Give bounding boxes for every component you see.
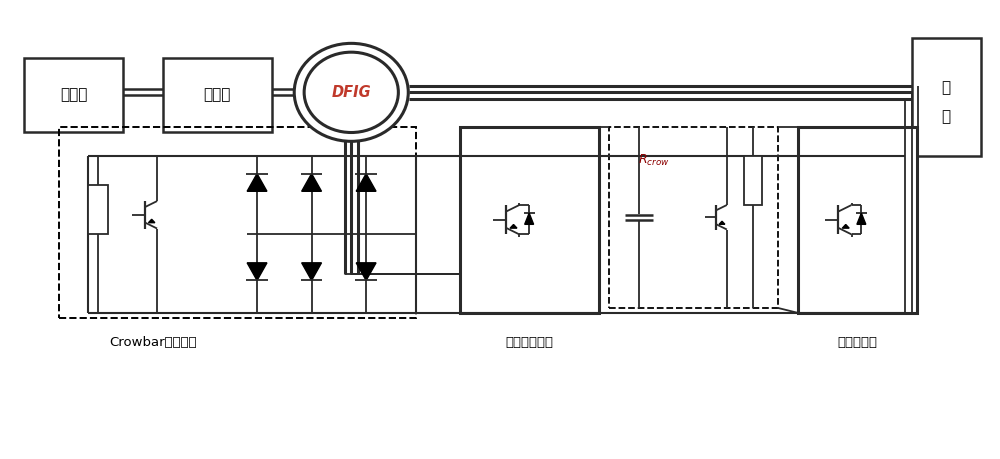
Polygon shape [356, 263, 376, 280]
Text: $R_{crow}$: $R_{crow}$ [638, 153, 670, 168]
Bar [798, 127, 917, 313]
Polygon shape [510, 224, 517, 228]
Bar [59, 127, 416, 318]
Polygon shape [247, 174, 267, 191]
Text: 汽轮机: 汽轮机 [60, 87, 87, 102]
Bar [88, 185, 108, 235]
Polygon shape [302, 174, 322, 191]
Polygon shape [247, 263, 267, 280]
Text: Crowbar保护电路: Crowbar保护电路 [109, 336, 197, 349]
Polygon shape [525, 213, 534, 224]
Ellipse shape [304, 52, 398, 133]
Bar [912, 39, 981, 156]
Bar [163, 58, 272, 132]
Text: DFIG: DFIG [331, 85, 371, 100]
Polygon shape [842, 224, 849, 228]
Polygon shape [719, 221, 725, 224]
Text: 网侧逆变器: 网侧逆变器 [837, 336, 877, 349]
Polygon shape [857, 213, 866, 224]
Polygon shape [356, 174, 376, 191]
Bar [609, 127, 778, 308]
Bar [460, 127, 599, 313]
Polygon shape [148, 219, 155, 223]
Text: 变速筱: 变速筱 [204, 87, 231, 102]
Bar [24, 58, 123, 132]
Polygon shape [302, 263, 322, 280]
Bar [744, 156, 762, 205]
Text: 转子侧逆变器: 转子侧逆变器 [506, 336, 554, 349]
Text: 电: 电 [942, 80, 951, 95]
Ellipse shape [294, 43, 408, 141]
Text: 网: 网 [942, 109, 951, 124]
